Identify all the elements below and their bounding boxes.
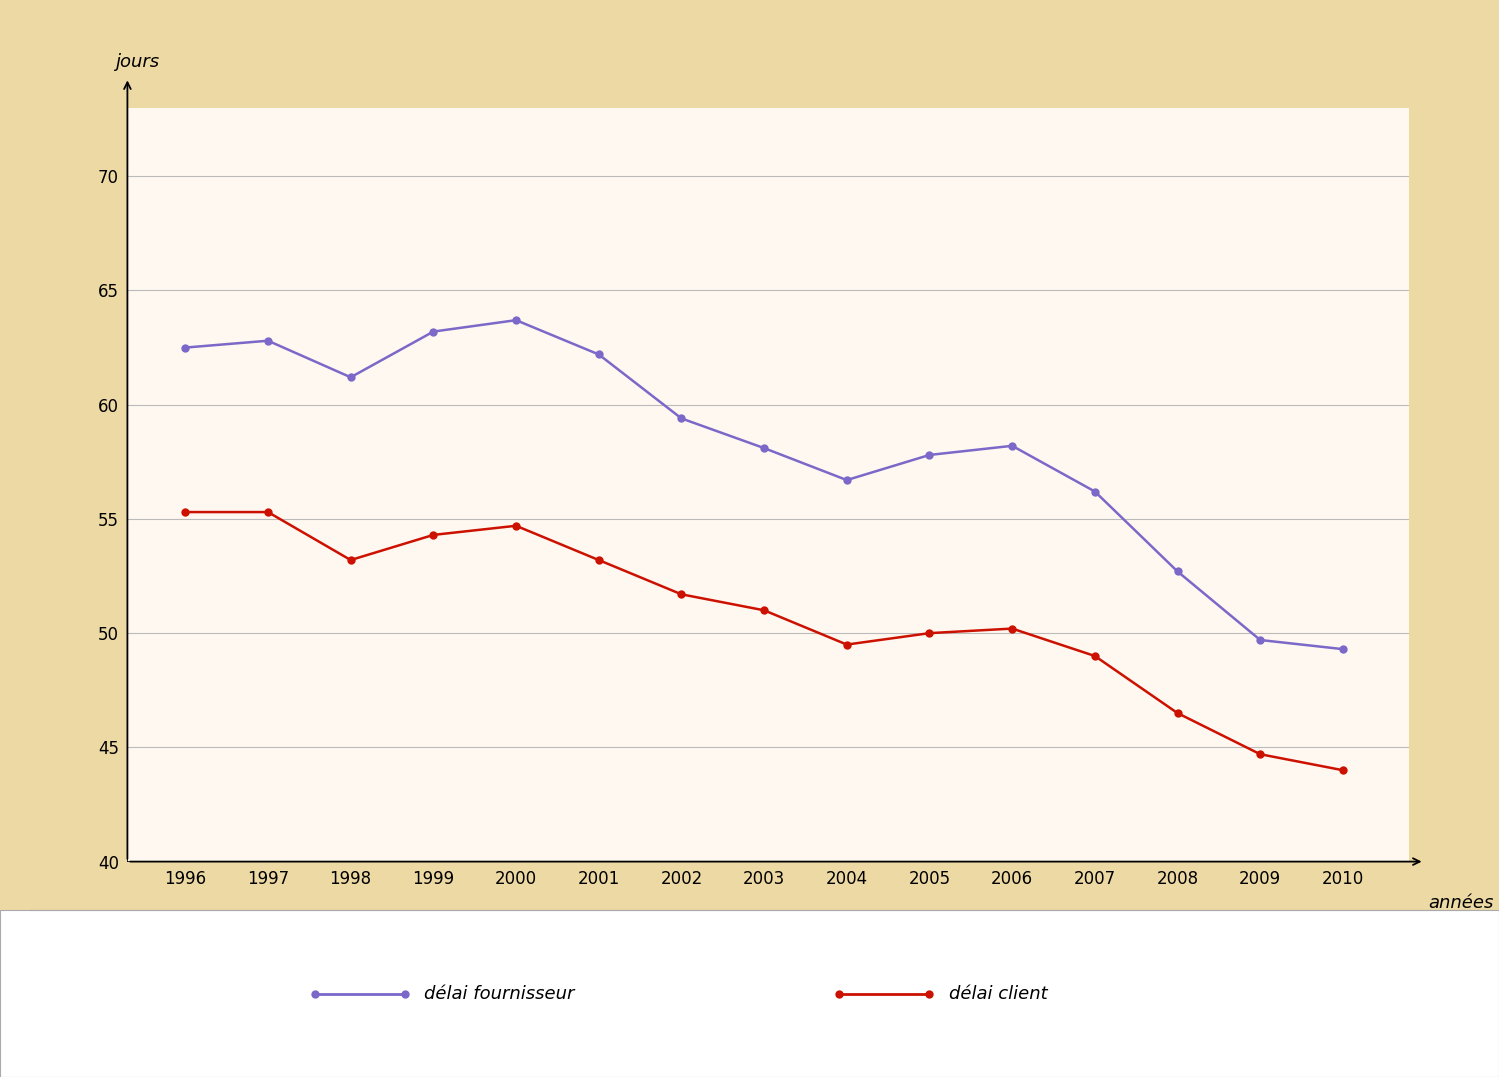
Text: jours: jours	[114, 54, 159, 71]
Text: années: années	[1429, 894, 1493, 912]
Text: délai client: délai client	[949, 984, 1048, 1003]
Text: délai fournisseur: délai fournisseur	[424, 984, 574, 1003]
